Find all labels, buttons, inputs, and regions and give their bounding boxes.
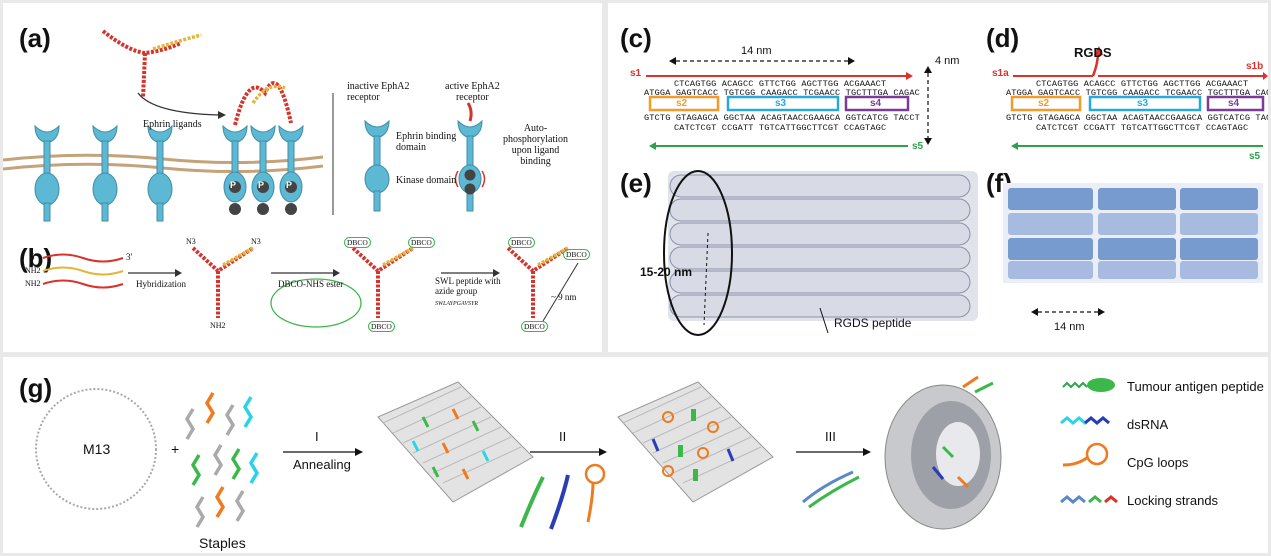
- vaccine-assembly-scheme: [35, 375, 1118, 530]
- strand-s5-label: s5: [912, 141, 924, 152]
- legend-tumour-antigen-peptide: Tumour antigen peptide: [1127, 379, 1264, 394]
- panel-label-b: (b): [19, 243, 53, 273]
- dbco-tag: DBCO: [344, 237, 371, 248]
- legend-locking-strands: Locking strands: [1127, 493, 1219, 508]
- three-prime-label: 3': [126, 252, 133, 262]
- panel-label-c: (c): [620, 23, 652, 53]
- step-ii-label: II: [559, 429, 567, 444]
- c-14nm-label: 14 nm: [741, 45, 772, 57]
- panel-label-g: (g): [19, 373, 53, 403]
- legend-dsrna: dsRNA: [1127, 417, 1169, 432]
- rgds-peptide-label: RGDS peptide: [834, 316, 912, 330]
- panel-g: (g): [3, 357, 1268, 553]
- strand-s1-label: s1: [630, 68, 642, 79]
- nh2-label: NH2: [25, 279, 41, 288]
- sequence-line: CTCAGTGG ACAGCC GTTCTGG AGCTTGG ACGAAACT: [674, 79, 887, 89]
- strand-s2-label: s2: [676, 98, 688, 109]
- strand-s1b-label: s1b: [1246, 61, 1264, 72]
- strand-s1a-label: s1a: [992, 68, 1009, 79]
- inactive-receptor-label: inactive EphA2 receptor: [347, 81, 410, 103]
- panel-label-a: (a): [19, 23, 51, 53]
- m13-label: M13: [83, 441, 111, 457]
- dbco-tag: DBCO: [368, 321, 395, 332]
- n3-label: N3: [251, 237, 261, 246]
- sequence-line: GTCTG GTAGAGCA GGCTAA ACAGTAACCGAAGCA GG…: [1006, 113, 1268, 123]
- plus-sign: +: [171, 441, 180, 457]
- dbco-tag: DBCO: [521, 321, 548, 332]
- nanotube-bundle: [663, 170, 978, 336]
- hybridization-label: Hybridization: [136, 279, 186, 289]
- nine-nm-label: ~ 9 nm: [551, 292, 577, 302]
- sequence-line: ATGGA GAGTCACC TGTCGG CAAGACC TCGAACC TG…: [644, 88, 920, 98]
- panel-label-d: (d): [986, 23, 1020, 53]
- dbco-tag: DBCO: [563, 249, 590, 260]
- ephrin-binding-domain-label: Ephrin binding domain: [396, 131, 457, 153]
- step-iii-label: III: [825, 429, 836, 444]
- sequence-line: CTCAGTGG ACAGCC GTTCTGG AGCTTGG ACGAAACT: [1036, 79, 1249, 89]
- autophosphorylation-label: Auto-phosphorylation upon ligand binding: [503, 123, 568, 167]
- strand-s3-label: s3: [775, 98, 787, 109]
- phospho-label: P: [258, 180, 265, 190]
- nh2-label: NH2: [25, 266, 41, 275]
- n3-label: N3: [186, 237, 196, 246]
- sequence-line: ATGGA GAGTCACC TGTCGG CAAGACC TCGAACC TG…: [1006, 88, 1268, 98]
- panel-cf: (c) (d) (e) (f): [608, 3, 1268, 352]
- phospho-label: P: [286, 180, 293, 190]
- panel-label-e: (e): [620, 168, 652, 198]
- tile-strand-diagram: [646, 46, 1268, 336]
- strand-s4-label: s4: [1228, 98, 1240, 109]
- strand-s2-label: s2: [1038, 98, 1050, 109]
- dbco-nhs-ester-label: DBCO-NHS ester: [278, 279, 344, 289]
- nh2-label: NH2: [210, 321, 226, 330]
- nanotube-side-view: [1003, 183, 1263, 316]
- panel-ab: (a) (b): [3, 3, 602, 352]
- sequence-line: GTCTG GTAGAGCA GGCTAA ACAGTAACCGAAGCA GG…: [644, 113, 920, 123]
- strand-s5-label: s5: [1249, 151, 1261, 162]
- strand-s4-label: s4: [870, 98, 882, 109]
- swl-sequence-label: SWLAYPGAVSYR: [435, 301, 479, 307]
- dbco-tag: DBCO: [408, 237, 435, 248]
- annealing-label: Annealing: [293, 457, 351, 472]
- c-4nm-label: 4 nm: [935, 55, 960, 67]
- diameter-label: 15-20 nm: [640, 265, 693, 279]
- five-prime-label: 5': [30, 252, 37, 262]
- f-14nm-label: 14 nm: [1054, 321, 1085, 333]
- kinase-domain-label: Kinase domain: [396, 175, 457, 186]
- swl-peptide-label: SWL peptide with azide group: [435, 276, 501, 296]
- rgds-label: RGDS: [1074, 45, 1112, 60]
- ephrin-ligands-label: Ephrin ligands: [143, 119, 202, 130]
- strand-s3-label: s3: [1137, 98, 1149, 109]
- phospho-label: P: [230, 180, 237, 190]
- staples-label: Staples: [199, 535, 246, 551]
- sequence-line: CATCTCGT CCGATT TGTCATTGGCTTCGT CCAGTAGC: [674, 123, 887, 133]
- active-receptor-label: active EphA2 receptor: [445, 81, 500, 103]
- dbco-tag: DBCO: [508, 237, 535, 248]
- sequence-line: CATCTCGT CCGATT TGTCATTGGCTTCGT CCAGTAGC: [1036, 123, 1249, 133]
- ephrin-ligand-scheme: [3, 29, 579, 328]
- legend-cpg-loops: CpG loops: [1127, 455, 1189, 470]
- step-i-label: I: [315, 429, 319, 444]
